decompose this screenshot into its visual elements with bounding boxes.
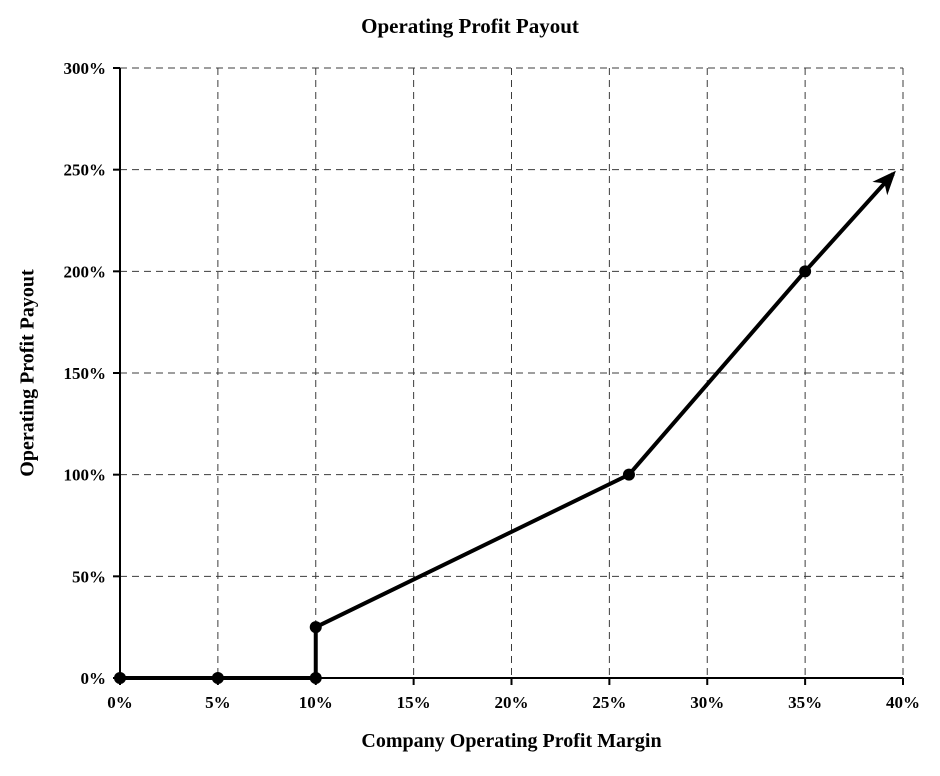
x-tick-label: 30% bbox=[690, 693, 724, 712]
chart-title: Operating Profit Payout bbox=[361, 14, 579, 38]
data-point-marker bbox=[309, 621, 322, 634]
data-point-marker bbox=[622, 468, 635, 481]
data-point-marker bbox=[309, 672, 322, 684]
y-tick-label: 50% bbox=[72, 567, 106, 586]
y-tick-label: 300% bbox=[64, 59, 107, 78]
x-tick-label: 20% bbox=[495, 693, 529, 712]
data-point-marker bbox=[211, 672, 224, 684]
x-tick-label: 10% bbox=[299, 693, 333, 712]
y-tick-label: 100% bbox=[64, 466, 107, 485]
x-axis-title: Company Operating Profit Margin bbox=[361, 730, 662, 752]
data-point-marker bbox=[114, 672, 126, 684]
x-tick-label: 40% bbox=[886, 693, 920, 712]
y-tick-label: 200% bbox=[64, 262, 107, 281]
y-tick-label: 0% bbox=[81, 669, 107, 688]
x-tick-label: 35% bbox=[788, 693, 822, 712]
x-tick-label: 25% bbox=[592, 693, 626, 712]
y-tick-label: 150% bbox=[64, 364, 107, 383]
data-point-marker bbox=[799, 265, 812, 278]
y-tick-label: 250% bbox=[64, 161, 107, 180]
x-tick-label: 5% bbox=[205, 693, 231, 712]
data-series-line bbox=[120, 170, 896, 680]
x-tick-label: 0% bbox=[107, 693, 133, 712]
x-tick-label: 15% bbox=[397, 693, 431, 712]
